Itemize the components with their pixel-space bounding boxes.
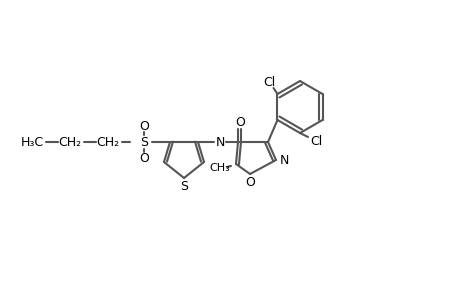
Text: CH₂: CH₂ [96, 136, 119, 148]
Text: Cl: Cl [263, 76, 275, 88]
Text: CH₃: CH₃ [209, 163, 230, 173]
Text: S: S [179, 179, 188, 193]
Text: O: O [245, 176, 254, 188]
Text: S: S [140, 136, 148, 148]
Text: N: N [279, 154, 288, 166]
Text: O: O [235, 116, 244, 128]
Text: CH₂: CH₂ [58, 136, 81, 148]
Text: O: O [139, 119, 149, 133]
Text: H₃C: H₃C [20, 136, 44, 148]
Text: O: O [139, 152, 149, 164]
Text: Cl: Cl [309, 134, 321, 148]
Text: N: N [215, 136, 224, 148]
